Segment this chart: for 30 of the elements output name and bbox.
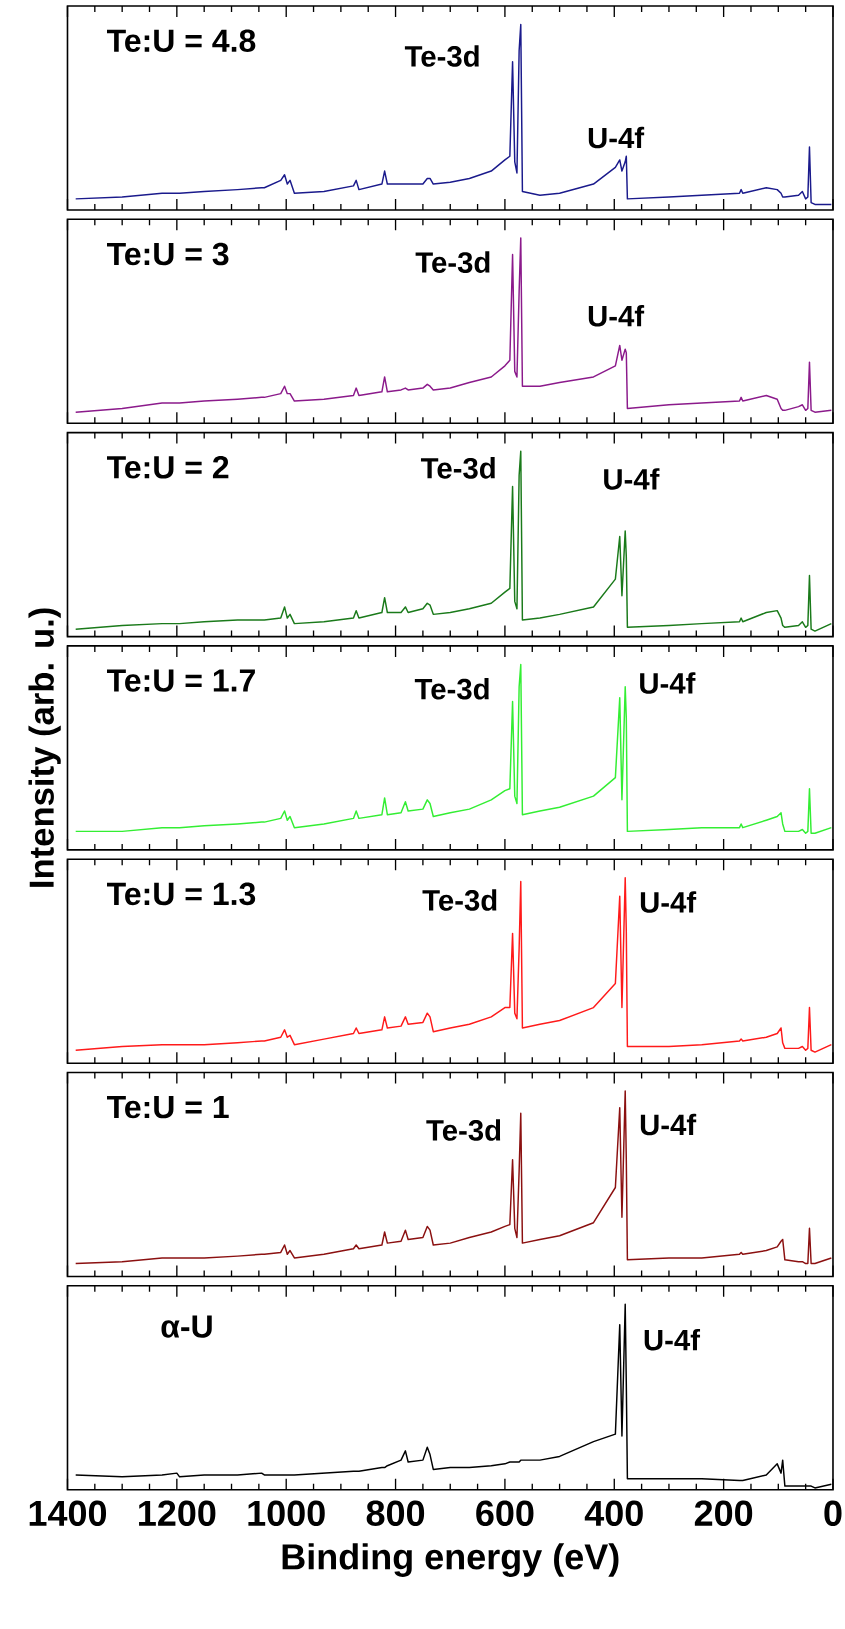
annotation: Te:U = 1.3 xyxy=(107,882,256,906)
x-tick-label: 200 xyxy=(694,1500,753,1527)
x-tick-label: 400 xyxy=(584,1500,643,1527)
annotation: U-4f xyxy=(640,672,696,694)
x-tick-label: 600 xyxy=(476,1500,534,1527)
annotation: U-4f xyxy=(644,1328,701,1351)
annotation: U-4f xyxy=(604,468,660,490)
annotation: Te-3d xyxy=(420,457,495,479)
annotation: U-4f xyxy=(588,305,645,327)
annotation: α-U xyxy=(161,1315,212,1338)
annotation: Te-3d xyxy=(422,889,497,911)
annotation: Te:U = 2 xyxy=(107,455,229,479)
x-tick-label: 1200 xyxy=(139,1500,216,1527)
annotation: U-4f xyxy=(640,1113,697,1136)
annotation: U-4f xyxy=(640,891,697,913)
annotation: Te-3d xyxy=(414,677,489,700)
annotation: Te-3d xyxy=(415,251,490,273)
annotation: Te:U = 4.8 xyxy=(107,29,256,53)
annotation: Te-3d xyxy=(404,45,479,67)
annotation: Te:U = 3 xyxy=(107,242,229,266)
y-axis-title: Intensity (arb. u.) xyxy=(28,608,61,887)
x-tick-label: 1400 xyxy=(29,1500,107,1527)
annotation: U-4f xyxy=(588,126,645,149)
annotation: Te:U = 1.7 xyxy=(107,669,255,692)
x-tick-label: 0 xyxy=(824,1500,842,1527)
x-tick-label: 800 xyxy=(366,1500,425,1527)
annotation: Te-3d xyxy=(426,1119,501,1141)
x-axis-title: Binding energy (eV) xyxy=(282,1543,619,1577)
x-tick-label: 1000 xyxy=(248,1500,325,1527)
annotation: Te:U = 1 xyxy=(107,1096,229,1119)
